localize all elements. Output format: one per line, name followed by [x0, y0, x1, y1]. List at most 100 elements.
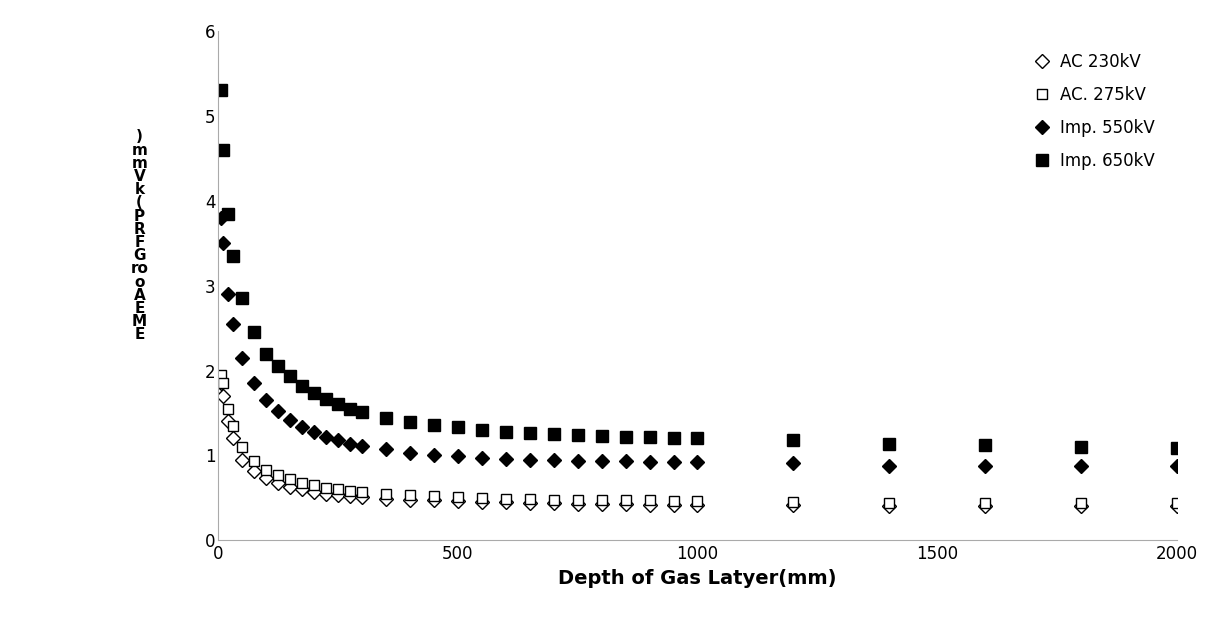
Imp. 550kV: [247, 379, 262, 387]
Imp. 650kV: [403, 419, 417, 426]
AC. 275kV: [213, 371, 228, 379]
Imp. 650kV: [247, 329, 262, 336]
AC. 275kV: [499, 495, 513, 502]
AC. 275kV: [307, 481, 321, 489]
Imp. 650kV: [270, 363, 285, 370]
AC. 275kV: [235, 443, 250, 451]
AC. 275kV: [451, 493, 466, 501]
AC. 275kV: [427, 492, 442, 500]
AC. 275kV: [319, 484, 334, 491]
AC. 275kV: [258, 466, 273, 474]
AC 230kV: [570, 500, 585, 507]
Imp. 550kV: [319, 433, 334, 440]
Imp. 650kV: [786, 437, 801, 444]
AC 230kV: [307, 488, 321, 496]
Imp. 650kV: [666, 434, 680, 442]
Imp. 550kV: [378, 446, 393, 453]
AC 230kV: [690, 501, 705, 509]
Imp. 550kV: [523, 456, 537, 463]
AC. 275kV: [474, 494, 489, 502]
Imp. 650kV: [882, 441, 896, 448]
AC 230kV: [295, 486, 309, 493]
Imp. 650kV: [1074, 443, 1088, 451]
Imp. 650kV: [594, 432, 609, 440]
AC 230kV: [403, 496, 417, 503]
AC 230kV: [1169, 502, 1184, 510]
AC 230kV: [343, 492, 358, 500]
AC 230kV: [221, 418, 235, 425]
Imp. 650kV: [978, 442, 992, 449]
Imp. 550kV: [499, 455, 513, 463]
Imp. 650kV: [221, 210, 235, 217]
AC. 275kV: [331, 486, 346, 493]
AC 230kV: [319, 490, 334, 497]
AC 230kV: [378, 495, 393, 502]
AC 230kV: [786, 502, 801, 509]
Imp. 550kV: [283, 416, 297, 424]
Imp. 550kV: [213, 214, 228, 222]
AC. 275kV: [594, 497, 609, 504]
Imp. 550kV: [1169, 463, 1184, 470]
Imp. 550kV: [451, 453, 466, 460]
AC. 275kV: [226, 422, 240, 430]
Imp. 550kV: [221, 291, 235, 298]
Imp. 550kV: [619, 458, 633, 465]
AC 230kV: [427, 497, 442, 504]
Imp. 650kV: [216, 146, 230, 153]
AC. 275kV: [523, 495, 537, 502]
Imp. 550kV: [666, 458, 680, 466]
Imp. 550kV: [354, 442, 369, 450]
Imp. 550kV: [474, 454, 489, 461]
Line: Imp. 650kV: Imp. 650kV: [215, 85, 1183, 453]
AC 230kV: [226, 435, 240, 442]
Imp. 550kV: [978, 462, 992, 469]
Imp. 550kV: [546, 457, 560, 465]
AC 230kV: [213, 379, 228, 387]
Imp. 650kV: [499, 428, 513, 435]
AC 230kV: [546, 499, 560, 507]
AC. 275kV: [283, 476, 297, 483]
Imp. 650kV: [354, 409, 369, 416]
AC. 275kV: [354, 488, 369, 496]
Imp. 550kV: [427, 451, 442, 458]
AC 230kV: [882, 502, 896, 510]
Imp. 650kV: [283, 373, 297, 380]
AC 230kV: [978, 502, 992, 510]
Imp. 550kV: [570, 458, 585, 465]
AC 230kV: [643, 501, 657, 509]
AC. 275kV: [546, 496, 560, 503]
Imp. 550kV: [258, 397, 273, 404]
AC 230kV: [594, 500, 609, 507]
AC 230kV: [523, 499, 537, 507]
Imp. 650kV: [427, 421, 442, 428]
Imp. 650kV: [258, 350, 273, 357]
Imp. 550kV: [643, 458, 657, 466]
AC. 275kV: [270, 471, 285, 479]
AC 230kV: [258, 474, 273, 482]
Imp. 550kV: [270, 407, 285, 415]
Imp. 550kV: [216, 240, 230, 247]
AC 230kV: [283, 483, 297, 491]
Imp. 650kV: [570, 432, 585, 439]
Imp. 650kV: [690, 434, 705, 442]
AC 230kV: [1074, 502, 1088, 510]
Imp. 650kV: [235, 295, 250, 302]
AC. 275kV: [643, 497, 657, 504]
AC 230kV: [354, 493, 369, 501]
X-axis label: Depth of Gas Latyer(mm): Depth of Gas Latyer(mm): [558, 569, 837, 587]
AC. 275kV: [221, 405, 235, 412]
Imp. 550kV: [882, 462, 896, 469]
Imp. 650kV: [213, 87, 228, 94]
Imp. 650kV: [343, 405, 358, 412]
AC. 275kV: [882, 499, 896, 507]
Imp. 550kV: [786, 460, 801, 467]
Imp. 650kV: [523, 430, 537, 437]
AC. 275kV: [666, 497, 680, 505]
Imp. 650kV: [619, 433, 633, 440]
AC. 275kV: [247, 458, 262, 465]
Imp. 550kV: [235, 354, 250, 361]
AC 230kV: [499, 498, 513, 505]
AC 230kV: [666, 501, 680, 509]
Imp. 650kV: [474, 426, 489, 433]
AC. 275kV: [378, 490, 393, 497]
